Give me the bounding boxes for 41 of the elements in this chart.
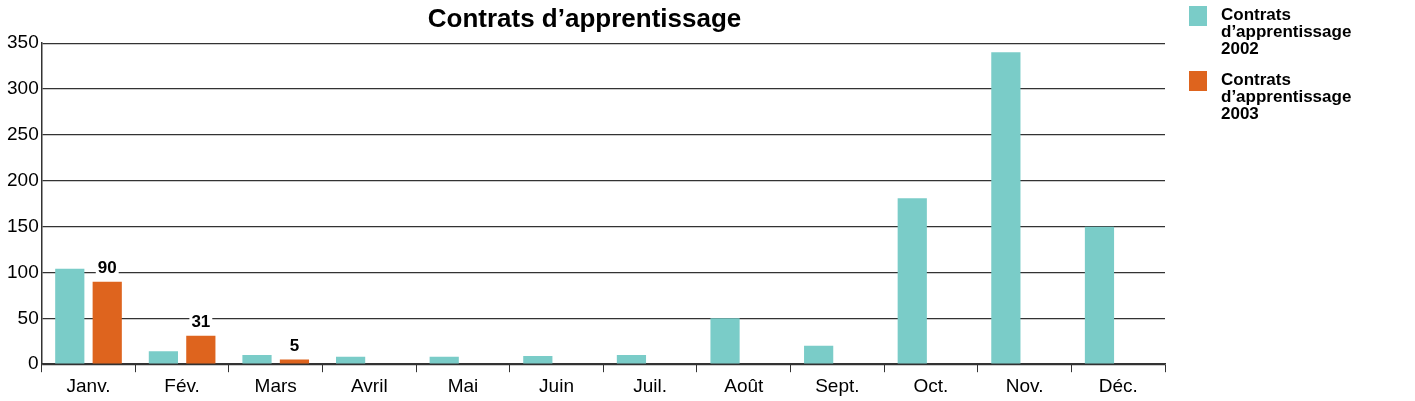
data-label: 5 <box>289 335 300 355</box>
bar <box>804 345 834 364</box>
bar <box>897 198 927 364</box>
bar <box>336 356 366 364</box>
bar <box>242 355 272 364</box>
legend-label: Contrats d’apprentissage 2003 <box>1221 70 1353 123</box>
y-tick-label: 250 <box>7 123 39 145</box>
x-tick-label: Avril <box>351 374 388 396</box>
bar <box>55 268 85 364</box>
bar <box>1084 226 1115 364</box>
y-tick-label: 150 <box>7 214 39 236</box>
x-tick-label: Août <box>724 374 765 396</box>
y-tick-label: 200 <box>7 169 39 191</box>
bar <box>523 355 553 364</box>
bar <box>616 355 647 364</box>
data-label: 31 <box>191 311 211 331</box>
x-tick-label: Mars <box>254 374 297 396</box>
x-tick-label: Mai <box>447 374 479 396</box>
y-tick-label: 50 <box>17 306 39 328</box>
y-tick-label: 100 <box>7 260 39 282</box>
x-tick-label: Fév. <box>164 374 200 396</box>
x-tick-label: Juil. <box>633 374 668 396</box>
bar <box>279 359 310 364</box>
bar <box>991 52 1021 364</box>
x-tick-label: Déc. <box>1098 374 1138 396</box>
bar <box>92 281 122 364</box>
bar <box>186 335 216 364</box>
chart-title: Contrats d’apprentissage <box>427 2 742 33</box>
x-tick-label: Juin <box>539 374 574 396</box>
x-tick-label: Oct. <box>913 374 949 396</box>
x-tick-label: Janv. <box>66 374 111 396</box>
bar <box>710 318 740 364</box>
y-tick-label: 350 <box>7 31 39 53</box>
x-tick-label: Nov. <box>1005 374 1044 396</box>
bar <box>429 356 459 364</box>
y-tick-label: 0 <box>28 352 39 374</box>
y-tick-label: 300 <box>7 77 39 99</box>
legend-label: Contrats d’apprentissage 2002 <box>1221 5 1353 58</box>
x-tick-label: Sept. <box>815 374 860 396</box>
bar <box>148 351 178 364</box>
data-label: 90 <box>97 257 117 277</box>
